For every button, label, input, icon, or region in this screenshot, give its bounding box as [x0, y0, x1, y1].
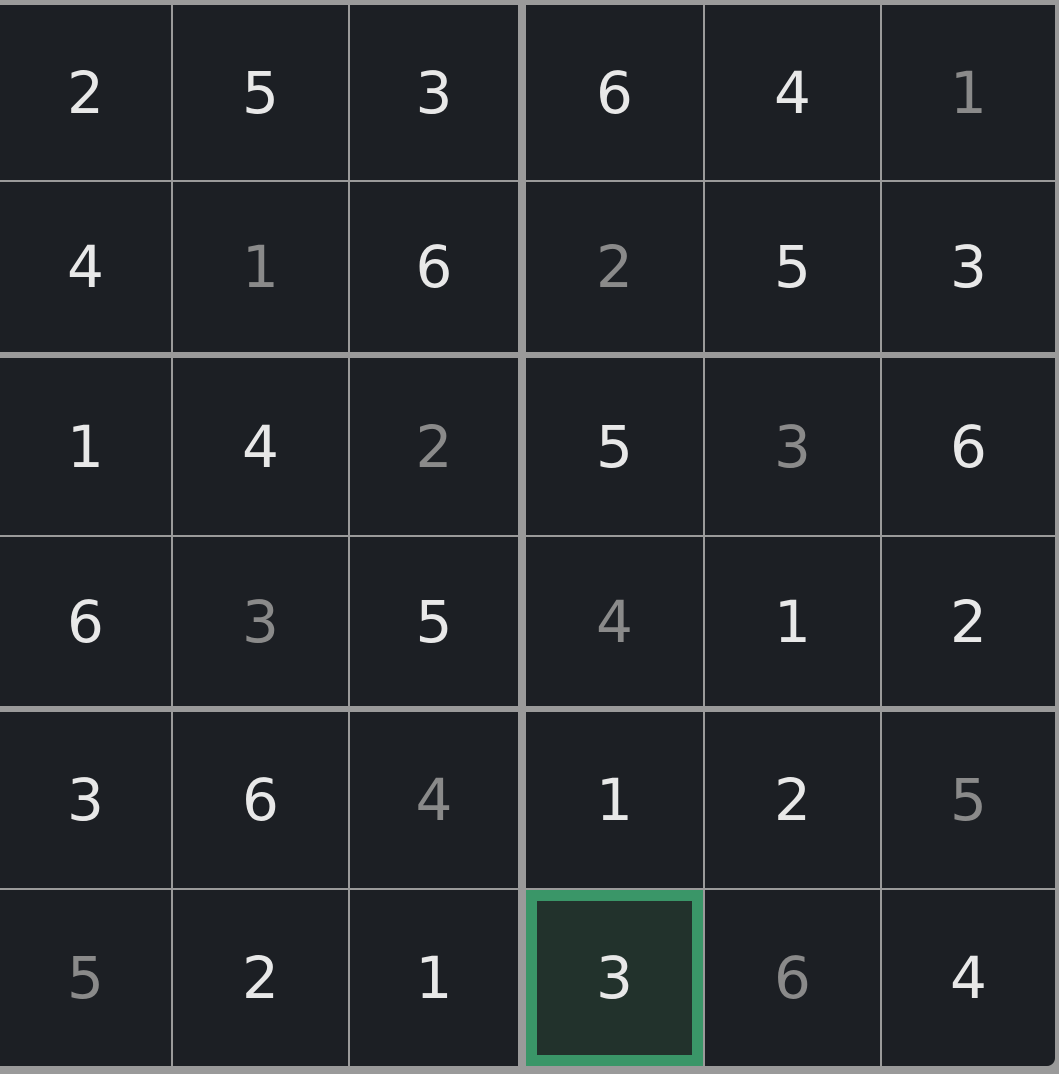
- cell-r5-c4[interactable]: 1: [526, 712, 703, 888]
- cell-r1-c1[interactable]: 2: [0, 5, 171, 180]
- cell-r4-c3[interactable]: 5: [350, 537, 518, 706]
- cell-r5-c2[interactable]: 6: [173, 712, 348, 888]
- cell-r4-c1[interactable]: 6: [0, 537, 171, 706]
- cell-r3-c6[interactable]: 6: [882, 358, 1055, 535]
- cell-r3-c2[interactable]: 4: [173, 358, 348, 535]
- cell-r3-c1[interactable]: 1: [0, 358, 171, 535]
- cell-r2-c3[interactable]: 6: [350, 182, 518, 352]
- cell-r1-c4[interactable]: 6: [526, 5, 703, 180]
- cell-r6-c5[interactable]: 6: [705, 890, 880, 1066]
- cell-r1-c2[interactable]: 5: [173, 5, 348, 180]
- cell-r6-c4[interactable]: 3: [526, 890, 703, 1066]
- cell-r5-c6[interactable]: 5: [882, 712, 1055, 888]
- cell-r3-c3[interactable]: 2: [350, 358, 518, 535]
- cell-r6-c2[interactable]: 2: [173, 890, 348, 1066]
- cell-r2-c4[interactable]: 2: [526, 182, 703, 352]
- cell-r6-c6[interactable]: 4: [882, 890, 1055, 1066]
- cell-r5-c3[interactable]: 4: [350, 712, 518, 888]
- cell-r2-c2[interactable]: 1: [173, 182, 348, 352]
- cell-r2-c1[interactable]: 4: [0, 182, 171, 352]
- cell-r5-c5[interactable]: 2: [705, 712, 880, 888]
- cell-r2-c5[interactable]: 5: [705, 182, 880, 352]
- cell-r4-c5[interactable]: 1: [705, 537, 880, 706]
- cell-r3-c4[interactable]: 5: [526, 358, 703, 535]
- cell-r3-c5[interactable]: 3: [705, 358, 880, 535]
- cell-r6-c1[interactable]: 5: [0, 890, 171, 1066]
- cell-r6-c3[interactable]: 1: [350, 890, 518, 1066]
- cell-r4-c6[interactable]: 2: [882, 537, 1055, 706]
- cell-r1-c5[interactable]: 4: [705, 5, 880, 180]
- cell-r4-c4[interactable]: 4: [526, 537, 703, 706]
- cell-r2-c6[interactable]: 3: [882, 182, 1055, 352]
- cell-r5-c1[interactable]: 3: [0, 712, 171, 888]
- cell-r1-c3[interactable]: 3: [350, 5, 518, 180]
- cell-r1-c6[interactable]: 1: [882, 5, 1055, 180]
- cell-r4-c2[interactable]: 3: [173, 537, 348, 706]
